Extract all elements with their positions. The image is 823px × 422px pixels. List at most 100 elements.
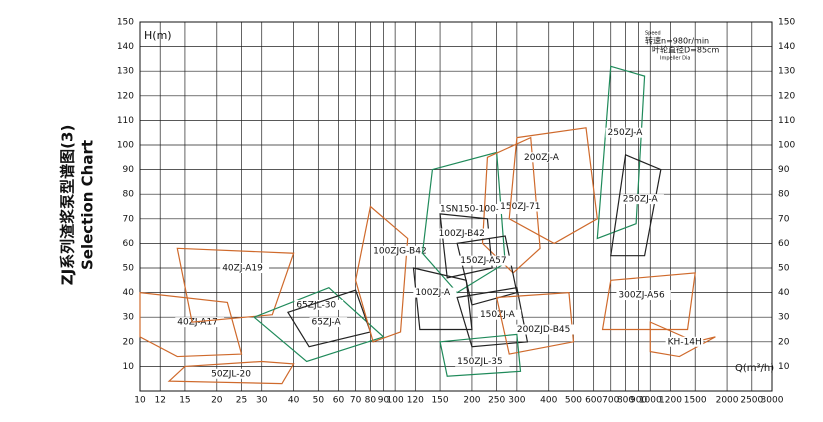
region bbox=[354, 205, 409, 343]
x-tick-label: 15 bbox=[179, 396, 190, 406]
x-tick-label: 2000 bbox=[716, 396, 739, 406]
x-tick-label: 40 bbox=[288, 396, 300, 406]
region bbox=[252, 286, 385, 363]
region bbox=[421, 151, 506, 294]
region-label: 40ZJ-A17 bbox=[177, 318, 218, 328]
y-tick-label: 10 bbox=[123, 362, 135, 372]
x-tick-label: 100 bbox=[387, 396, 404, 406]
region bbox=[596, 65, 646, 240]
y-tick-label: 60 bbox=[123, 239, 135, 249]
x-tick-label: 90 bbox=[378, 396, 390, 406]
y2-tick-label: 150 bbox=[778, 18, 795, 28]
y2-tick-label: 30 bbox=[778, 313, 790, 323]
y-tick-label: 20 bbox=[123, 337, 135, 347]
region bbox=[508, 127, 598, 245]
region-label-bg bbox=[458, 255, 513, 266]
region-label-bg bbox=[620, 194, 664, 205]
region bbox=[601, 272, 696, 331]
region-label: 250ZJ-A bbox=[623, 195, 659, 205]
x-tick-label: 800 bbox=[617, 396, 634, 406]
chart-subtitle: Selection Chart bbox=[79, 140, 97, 270]
x-tick-label: 1000 bbox=[639, 396, 662, 406]
annotation: Impeller Dia bbox=[660, 56, 690, 62]
y2-tick-label: 130 bbox=[778, 67, 795, 77]
y2-tick-label: 90 bbox=[778, 165, 790, 175]
region bbox=[610, 153, 662, 257]
y2-tick-label: 110 bbox=[778, 116, 795, 126]
region-label-bg bbox=[413, 287, 457, 298]
region-label: 100ZJG-B42 bbox=[373, 246, 427, 256]
x-tick-label: 150 bbox=[431, 396, 448, 406]
y-tick-label: 40 bbox=[123, 288, 135, 298]
x-tick-label: 700 bbox=[602, 396, 619, 406]
x-tick-label: 12 bbox=[154, 396, 165, 406]
region-label: 250ZJ-A bbox=[608, 128, 644, 138]
region-label-bg bbox=[438, 203, 521, 214]
x-tick-label: 50 bbox=[313, 396, 325, 406]
y-tick-label: 110 bbox=[117, 116, 134, 126]
x-tick-label: 1500 bbox=[684, 396, 707, 406]
region-label-bg bbox=[175, 317, 225, 328]
region-label-bg bbox=[477, 309, 522, 320]
region bbox=[495, 291, 575, 355]
x-tick-label: 900 bbox=[630, 396, 647, 406]
region-label-bg bbox=[209, 368, 258, 379]
region-label: KH-14H bbox=[668, 337, 702, 347]
region bbox=[176, 247, 295, 323]
region-label: 150ZJ-A bbox=[480, 310, 516, 320]
y2-tick-label: 60 bbox=[778, 239, 790, 249]
chart-title: ZJ系列渣浆泵型谱图(3) bbox=[59, 125, 77, 286]
region-label-bg bbox=[605, 127, 649, 138]
x-tick-label: 500 bbox=[565, 396, 582, 406]
y2-tick-label: 80 bbox=[778, 190, 790, 200]
x-tick-label: 200 bbox=[463, 396, 480, 406]
region-label: 50ZJL-20 bbox=[211, 369, 251, 379]
region-label: 150ZJ-A57 bbox=[460, 256, 506, 266]
y2-tick-label: 140 bbox=[778, 42, 795, 52]
region bbox=[456, 286, 529, 348]
y-tick-label: 90 bbox=[123, 165, 135, 175]
y-axis-label: H(m) bbox=[144, 29, 172, 42]
x-tick-label: 70 bbox=[350, 396, 362, 406]
y2-tick-label: 40 bbox=[778, 288, 790, 298]
region-label-bg bbox=[294, 299, 344, 310]
region-label-bg bbox=[498, 201, 547, 212]
y-tick-label: 80 bbox=[123, 190, 135, 200]
annotation: Speed bbox=[645, 31, 661, 37]
y-tick-label: 70 bbox=[123, 214, 135, 224]
region bbox=[456, 235, 518, 306]
annotation: 叶轮直径D=85cm bbox=[652, 45, 719, 55]
region bbox=[439, 333, 522, 377]
region-label: 100ZJ-A bbox=[415, 288, 451, 298]
region-label-bg bbox=[220, 263, 270, 273]
y-tick-label: 140 bbox=[117, 42, 134, 52]
x-tick-label: 300 bbox=[508, 396, 525, 406]
region-label: 300ZJ-A56 bbox=[618, 291, 665, 301]
region bbox=[439, 213, 493, 279]
region-label: 150ZJL-35 bbox=[457, 357, 503, 367]
x-tick-label: 600 bbox=[585, 396, 602, 406]
x-tick-label: 20 bbox=[211, 396, 223, 406]
region bbox=[167, 360, 295, 385]
region-label: 150ZJ-71 bbox=[500, 202, 540, 212]
region-label: 65ZJL-30 bbox=[296, 300, 336, 310]
annotation: 转速n=980r/min bbox=[645, 36, 709, 46]
region-label: 1SN150-100-480 bbox=[440, 204, 516, 214]
y2-tick-label: 20 bbox=[778, 337, 790, 347]
region bbox=[139, 291, 243, 358]
region bbox=[412, 267, 473, 331]
y2-tick-label: 100 bbox=[778, 141, 795, 151]
region-label: 100ZJ-B42 bbox=[439, 229, 485, 239]
x-tick-label: 30 bbox=[256, 396, 268, 406]
x-tick-label: 1200 bbox=[659, 396, 682, 406]
region-label-bg bbox=[514, 324, 575, 335]
x-tick-label: 400 bbox=[540, 396, 557, 406]
region-label-bg bbox=[309, 317, 348, 328]
region-label-bg bbox=[616, 290, 671, 301]
y2-tick-label: 70 bbox=[778, 214, 790, 224]
region-label-bg bbox=[665, 336, 704, 347]
x-tick-label: 80 bbox=[365, 396, 377, 406]
region-label-bg bbox=[371, 245, 432, 256]
x-tick-label: 120 bbox=[407, 396, 424, 406]
